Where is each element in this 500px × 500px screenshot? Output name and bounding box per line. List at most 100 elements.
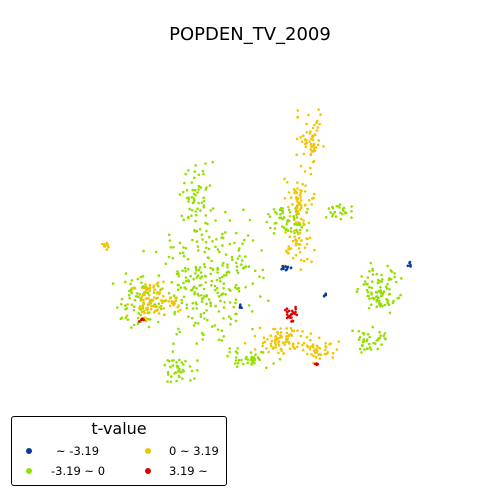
map-point — [378, 301, 381, 305]
map-point — [342, 206, 346, 210]
map-point — [313, 248, 316, 252]
map-point — [167, 255, 171, 259]
map-point — [409, 265, 412, 268]
map-point — [288, 235, 292, 238]
map-point — [146, 311, 149, 315]
map-point — [296, 345, 299, 349]
map-point — [375, 272, 379, 276]
map-point — [216, 248, 220, 251]
map-point — [178, 241, 182, 245]
map-point — [138, 293, 142, 296]
map-point — [175, 379, 178, 383]
map-point — [186, 258, 190, 261]
map-point — [296, 232, 300, 236]
map-point — [244, 265, 248, 268]
map-point — [310, 150, 314, 153]
map-point — [144, 287, 147, 290]
map-point — [184, 287, 188, 291]
map-point — [297, 203, 301, 206]
map-point — [207, 247, 211, 251]
map-point — [175, 361, 178, 364]
map-point — [281, 341, 285, 344]
map-point — [158, 291, 161, 294]
map-point — [297, 341, 300, 345]
map-point — [210, 259, 213, 263]
map-point — [193, 170, 197, 173]
map-point — [368, 285, 371, 289]
map-point — [292, 215, 296, 218]
map-point — [194, 193, 197, 197]
map-point — [260, 249, 264, 252]
map-point — [222, 306, 226, 309]
map-point — [295, 191, 299, 195]
map-point — [289, 227, 293, 230]
map-point — [277, 343, 281, 347]
map-point — [229, 317, 233, 321]
map-point — [182, 246, 185, 249]
map-point — [365, 288, 369, 292]
map-point — [299, 334, 303, 338]
map-point — [139, 298, 143, 302]
map-point — [126, 303, 129, 306]
map-point — [152, 311, 156, 314]
map-point — [297, 247, 301, 250]
map-point — [166, 359, 169, 362]
map-point — [140, 281, 143, 285]
map-point — [299, 217, 303, 221]
map-point — [144, 283, 147, 286]
map-point — [220, 293, 223, 297]
map-point — [360, 275, 363, 278]
map-point — [184, 279, 188, 283]
map-point — [296, 109, 300, 112]
map-point — [317, 139, 321, 142]
map-point — [292, 256, 295, 260]
map-point — [327, 207, 331, 210]
map-point — [265, 366, 268, 370]
map-point — [181, 368, 185, 372]
map-point — [171, 364, 175, 367]
map-point — [295, 196, 298, 199]
map-point — [307, 113, 310, 117]
map-point — [277, 337, 280, 340]
map-point — [161, 294, 165, 298]
map-point — [358, 336, 362, 339]
map-point — [399, 293, 402, 297]
map-point — [182, 218, 185, 222]
map-point — [262, 336, 266, 340]
map-point — [214, 219, 217, 222]
map-point — [292, 311, 295, 314]
map-point — [128, 296, 131, 300]
map-point — [289, 196, 293, 199]
map-point — [294, 241, 298, 245]
map-point — [309, 332, 313, 335]
map-point — [331, 215, 334, 218]
map-point — [159, 288, 162, 291]
map-point — [177, 304, 180, 307]
map-point — [247, 265, 251, 268]
map-point — [288, 219, 291, 223]
map-point — [243, 341, 247, 345]
map-point — [190, 369, 194, 373]
map-point — [177, 283, 180, 287]
map-point — [395, 280, 398, 284]
map-point — [154, 297, 158, 300]
map-point — [105, 248, 109, 251]
map-point — [209, 304, 212, 308]
map-point — [297, 243, 300, 246]
map-point — [124, 304, 127, 307]
map-point — [156, 281, 160, 284]
map-point — [202, 333, 205, 337]
map-point — [220, 329, 224, 333]
map-point — [190, 214, 193, 217]
map-point — [173, 312, 176, 316]
map-point — [199, 186, 203, 189]
map-point — [322, 145, 325, 148]
map-point — [362, 338, 366, 341]
map-point — [172, 342, 175, 346]
map-point — [215, 238, 218, 241]
map-point — [129, 282, 132, 286]
map-point — [199, 283, 203, 287]
map-point — [312, 196, 316, 200]
map-point — [101, 242, 104, 246]
map-point — [202, 263, 206, 266]
